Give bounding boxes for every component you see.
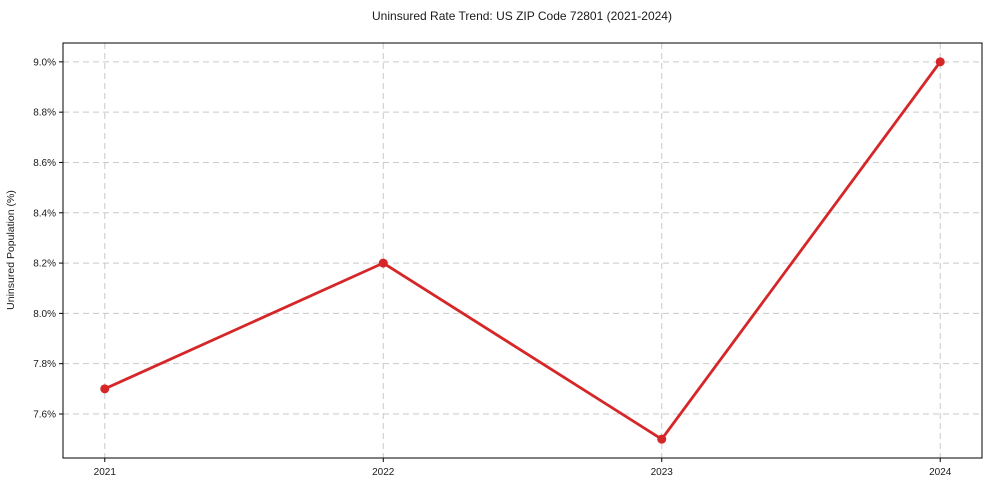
data-point-2021 bbox=[100, 384, 110, 394]
y-tick-label: 7.6% bbox=[33, 409, 56, 420]
y-tick-label: 8.0% bbox=[33, 309, 56, 320]
axes-spines bbox=[62, 42, 983, 459]
y-tick-label: 9.0% bbox=[33, 57, 56, 68]
y-tick-label: 8.4% bbox=[33, 208, 56, 219]
y-axis-label: Uninsured Population (%) bbox=[5, 190, 17, 310]
y-tick-label: 8.8% bbox=[33, 108, 56, 119]
data-point-2023 bbox=[657, 434, 667, 444]
x-tick-label: 2022 bbox=[372, 467, 395, 478]
plot-border bbox=[62, 42, 983, 459]
y-tick-label: 8.2% bbox=[33, 259, 56, 270]
data-point-2024 bbox=[935, 57, 945, 67]
tick-label-layer: 7.6% 7.8% 8.0% 8.2% 8.4% 8.6% 8.8% 9.0% 2021 2022… bbox=[33, 57, 952, 478]
x-tick-label: 2023 bbox=[651, 467, 674, 478]
trend-line bbox=[103, 60, 942, 441]
y-tick-label: 7.8% bbox=[33, 359, 56, 370]
series-layer bbox=[100, 57, 945, 444]
x-tick-label: 2024 bbox=[929, 467, 952, 478]
grid-layer bbox=[63, 43, 982, 458]
data-point-2022 bbox=[378, 258, 388, 268]
tick-layer bbox=[59, 61, 941, 462]
y-tick-label: 8.6% bbox=[33, 158, 56, 169]
x-tick-label: 2021 bbox=[94, 467, 117, 478]
chart-title: Uninsured Rate Trend: US ZIP Code 72801 … bbox=[372, 9, 672, 23]
